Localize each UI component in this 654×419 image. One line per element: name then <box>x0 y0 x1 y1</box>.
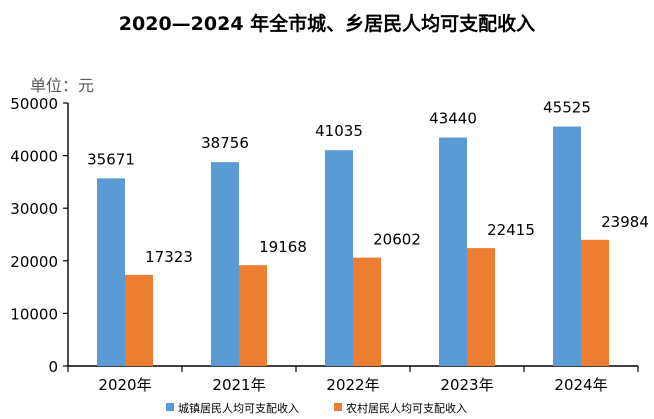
legend-swatch <box>166 403 174 411</box>
chart-title: 2020—2024 年全市城、乡居民人均可支配收入 <box>119 12 535 35</box>
x-tick-label: 2024年 <box>554 376 607 394</box>
x-tick-label: 2022年 <box>326 376 379 394</box>
legend-label: 城镇居民人均可支配收入 <box>178 401 299 415</box>
bar-rural <box>467 248 495 366</box>
bar-urban <box>211 162 239 366</box>
legend-swatch <box>334 403 342 411</box>
legend: 城镇居民人均可支配收入 农村居民人均可支配收入 <box>166 401 467 415</box>
y-tick-label: 10000 <box>10 305 58 323</box>
data-label: 20602 <box>373 231 421 249</box>
data-label: 19168 <box>259 238 307 256</box>
bar-rural <box>239 265 267 366</box>
data-label: 38756 <box>201 134 249 152</box>
y-tick-label: 0 <box>48 358 58 376</box>
data-label: 45525 <box>543 99 591 117</box>
x-tick-label: 2023年 <box>440 376 493 394</box>
y-tick-label: 40000 <box>10 148 58 166</box>
bars: 35671 38756 41035 43440 45525 17323 19168 20602… <box>87 99 649 366</box>
y-tick-label: 20000 <box>10 253 58 271</box>
y-axis: 0 10000 20000 30000 40000 50000 <box>10 95 69 376</box>
bar-urban <box>439 137 467 366</box>
data-label: 23984 <box>601 213 649 231</box>
x-tick-label: 2021年 <box>212 376 265 394</box>
legend-label: 农村居民人均可支配收入 <box>346 401 467 415</box>
bar-urban <box>325 150 353 366</box>
y-tick-label: 30000 <box>10 200 58 218</box>
bar-rural <box>125 274 153 366</box>
bar-urban <box>97 178 125 366</box>
bar-rural <box>581 239 609 366</box>
bar-rural <box>353 257 381 366</box>
unit-label: 单位：元 <box>30 76 94 95</box>
bar-urban <box>553 126 581 366</box>
data-label: 41035 <box>315 122 363 140</box>
x-axis: 2020年 2021年 2022年 2023年 2024年 <box>67 365 639 394</box>
data-label: 35671 <box>87 150 135 168</box>
data-label: 22415 <box>487 221 535 239</box>
x-tick-label: 2020年 <box>98 376 151 394</box>
data-label: 17323 <box>145 248 193 266</box>
data-label: 43440 <box>429 110 477 128</box>
y-tick-label: 50000 <box>10 95 58 113</box>
